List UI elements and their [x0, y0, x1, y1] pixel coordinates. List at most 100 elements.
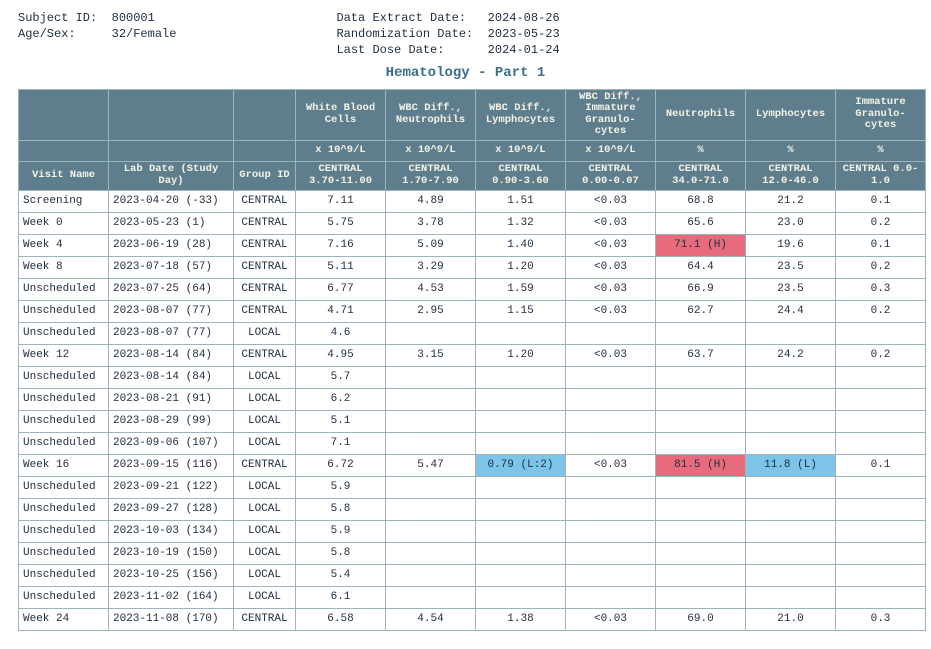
cell-value: 5.7 [296, 366, 386, 388]
col-unit-2: x 10^9/L [476, 140, 566, 161]
cell-value: <0.03 [566, 278, 656, 300]
cell-value: 3.29 [386, 256, 476, 278]
cell-value: 69.0 [656, 608, 746, 630]
col-name-3: WBC Diff., Immature Granulo-cytes [566, 89, 656, 140]
cell-value [566, 476, 656, 498]
cell-date: 2023-08-14 (84) [109, 366, 234, 388]
cell-value: 1.20 [476, 256, 566, 278]
cell-group: CENTRAL [234, 212, 296, 234]
cell-value [656, 410, 746, 432]
cell-value: 7.16 [296, 234, 386, 256]
cell-value: 68.8 [656, 190, 746, 212]
cell-value [566, 564, 656, 586]
cell-visit: Week 24 [19, 608, 109, 630]
cell-value: 0.2 [836, 256, 926, 278]
cell-group: LOCAL [234, 388, 296, 410]
cell-value: 4.53 [386, 278, 476, 300]
cell-date: 2023-08-29 (99) [109, 410, 234, 432]
cell-value [746, 476, 836, 498]
cell-value: 24.4 [746, 300, 836, 322]
cell-value: 21.0 [746, 608, 836, 630]
cell-value: <0.03 [566, 344, 656, 366]
cell-value: 66.9 [656, 278, 746, 300]
cell-value [746, 586, 836, 608]
cell-date: 2023-08-07 (77) [109, 300, 234, 322]
cell-visit: Unscheduled [19, 410, 109, 432]
cell-group: CENTRAL [234, 256, 296, 278]
cell-value: 4.95 [296, 344, 386, 366]
cell-date: 2023-07-18 (57) [109, 256, 234, 278]
cell-value: 0.2 [836, 344, 926, 366]
col-name-0: White Blood Cells [296, 89, 386, 140]
table-row: Unscheduled2023-11-02 (164)LOCAL6.1 [19, 586, 926, 608]
table-row: Unscheduled2023-08-07 (77)LOCAL4.6 [19, 322, 926, 344]
cell-value [656, 322, 746, 344]
table-header: White Blood CellsWBC Diff., Neutrophils W… [19, 89, 926, 190]
cell-value: 6.2 [296, 388, 386, 410]
cell-date: 2023-06-19 (28) [109, 234, 234, 256]
table-row: Unscheduled2023-08-14 (84)LOCAL5.7 [19, 366, 926, 388]
cell-value: 0.3 [836, 278, 926, 300]
cell-value [476, 322, 566, 344]
cell-value [836, 322, 926, 344]
cell-value: 65.6 [656, 212, 746, 234]
cell-group: LOCAL [234, 410, 296, 432]
cell-date: 2023-09-21 (122) [109, 476, 234, 498]
cell-value [476, 564, 566, 586]
cell-value [386, 322, 476, 344]
cell-value: 5.09 [386, 234, 476, 256]
col-name-6: Immature Granulo-cytes [836, 89, 926, 140]
cell-value [656, 564, 746, 586]
cell-value [386, 520, 476, 542]
cell-value [566, 586, 656, 608]
cell-visit: Unscheduled [19, 278, 109, 300]
cell-group: LOCAL [234, 586, 296, 608]
col-range-6: CENTRAL 0.0-1.0 [836, 161, 926, 190]
cell-group: CENTRAL [234, 300, 296, 322]
col-name-1: WBC Diff., Neutrophils [386, 89, 476, 140]
cell-value [656, 366, 746, 388]
col-range-4: CENTRAL 34.0-71.0 [656, 161, 746, 190]
cell-date: 2023-05-23 (1) [109, 212, 234, 234]
cell-value [836, 388, 926, 410]
table-row: Week 122023-08-14 (84)CENTRAL4.953.151.2… [19, 344, 926, 366]
cell-value: 5.47 [386, 454, 476, 476]
cell-value [566, 410, 656, 432]
cell-date: 2023-09-27 (128) [109, 498, 234, 520]
patient-profile-page: Subject ID: 800001 Age/Sex: 32/Female Da… [0, 0, 931, 649]
cell-value [386, 498, 476, 520]
cell-value [746, 564, 836, 586]
cell-visit: Unscheduled [19, 476, 109, 498]
table-row: Unscheduled2023-08-07 (77)CENTRAL4.712.9… [19, 300, 926, 322]
cell-value: 1.15 [476, 300, 566, 322]
cell-value: 6.77 [296, 278, 386, 300]
cell-value: 1.59 [476, 278, 566, 300]
cell-value: <0.03 [566, 234, 656, 256]
table-row: Unscheduled2023-09-06 (107)LOCAL7.1 [19, 432, 926, 454]
hematology-table: White Blood CellsWBC Diff., Neutrophils W… [18, 89, 926, 631]
table-row: Unscheduled2023-09-21 (122)LOCAL5.9 [19, 476, 926, 498]
cell-value: 1.51 [476, 190, 566, 212]
table-row: Unscheduled2023-10-25 (156)LOCAL5.4 [19, 564, 926, 586]
cell-date: 2023-11-02 (164) [109, 586, 234, 608]
cell-visit: Unscheduled [19, 586, 109, 608]
cell-value: 5.4 [296, 564, 386, 586]
table-row: Week 242023-11-08 (170)CENTRAL6.584.541.… [19, 608, 926, 630]
cell-visit: Unscheduled [19, 300, 109, 322]
cell-value [476, 388, 566, 410]
cell-date: 2023-08-07 (77) [109, 322, 234, 344]
cell-value: 7.1 [296, 432, 386, 454]
cell-value [476, 520, 566, 542]
cell-value: <0.03 [566, 608, 656, 630]
cell-value [566, 498, 656, 520]
cell-value: 64.4 [656, 256, 746, 278]
hdr-date: Lab Date (Study Day) [109, 161, 234, 190]
cell-group: LOCAL [234, 432, 296, 454]
table-row: Unscheduled2023-08-21 (91)LOCAL6.2 [19, 388, 926, 410]
cell-value [746, 322, 836, 344]
col-range-5: CENTRAL 12.0-46.0 [746, 161, 836, 190]
cell-value: 6.72 [296, 454, 386, 476]
cell-value [746, 432, 836, 454]
cell-value [386, 366, 476, 388]
cell-value: 23.5 [746, 278, 836, 300]
